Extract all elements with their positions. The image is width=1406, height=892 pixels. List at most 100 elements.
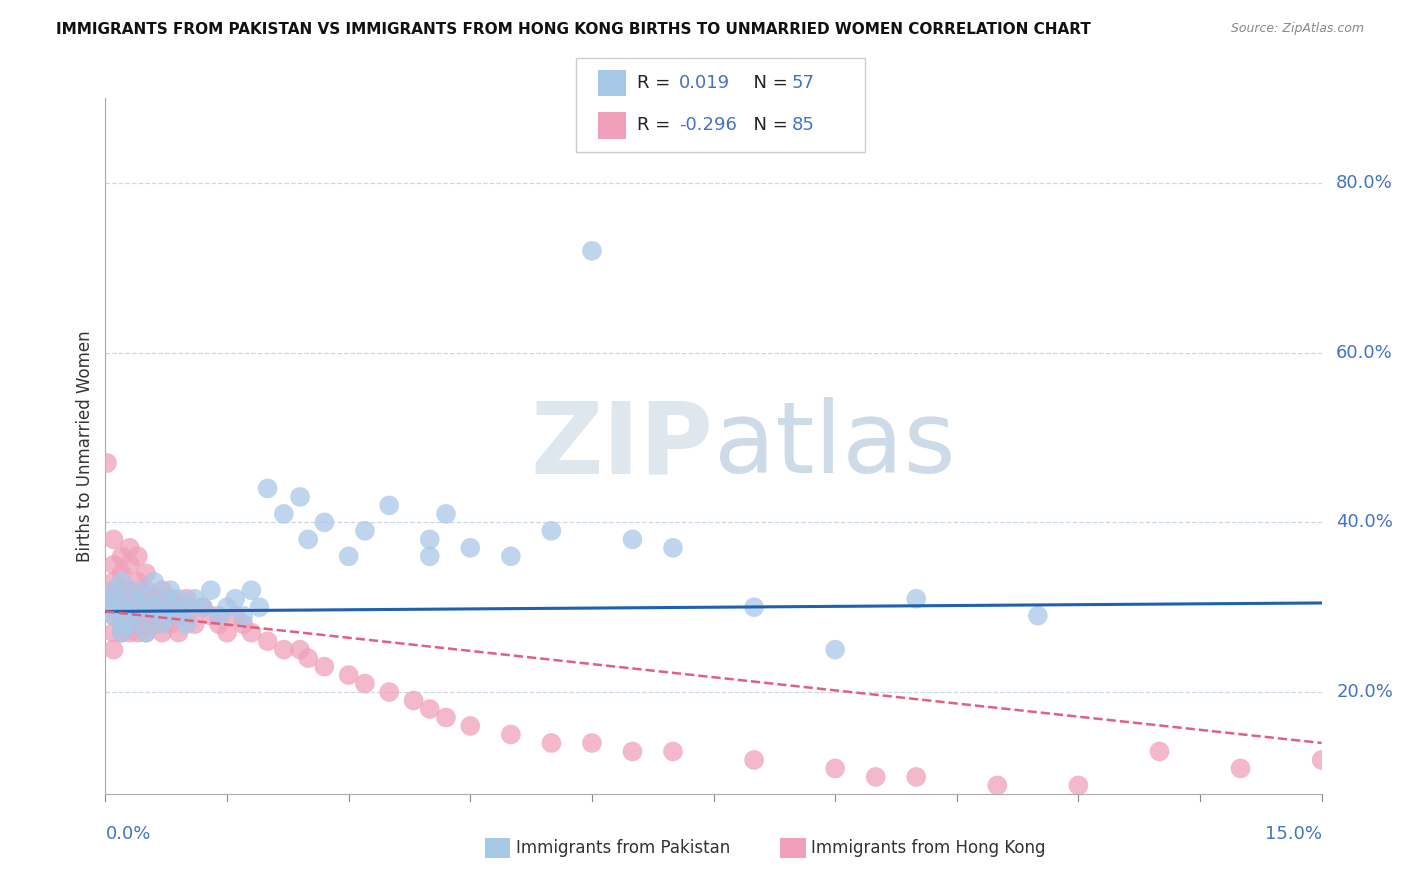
- Text: IMMIGRANTS FROM PAKISTAN VS IMMIGRANTS FROM HONG KONG BIRTHS TO UNMARRIED WOMEN : IMMIGRANTS FROM PAKISTAN VS IMMIGRANTS F…: [56, 22, 1091, 37]
- Point: [297, 651, 319, 665]
- Point: [135, 600, 157, 615]
- Point: [118, 541, 141, 555]
- Point: [127, 583, 149, 598]
- Point: [540, 524, 562, 538]
- Point: [111, 617, 134, 632]
- Text: N =: N =: [742, 74, 794, 92]
- Text: 0.019: 0.019: [679, 74, 730, 92]
- Point: [150, 583, 173, 598]
- Point: [127, 549, 149, 564]
- Point: [167, 608, 190, 623]
- Point: [905, 770, 928, 784]
- Text: 85: 85: [792, 116, 814, 135]
- Point: [118, 625, 141, 640]
- Point: [150, 591, 173, 606]
- Point: [118, 583, 141, 598]
- Point: [176, 608, 198, 623]
- Point: [742, 600, 765, 615]
- Point: [135, 608, 157, 623]
- Point: [337, 668, 360, 682]
- Point: [499, 727, 522, 741]
- Point: [135, 625, 157, 640]
- Text: 57: 57: [792, 74, 814, 92]
- Point: [159, 591, 181, 606]
- Point: [256, 634, 278, 648]
- Text: Immigrants from Hong Kong: Immigrants from Hong Kong: [811, 839, 1046, 857]
- Point: [103, 625, 125, 640]
- Point: [118, 600, 141, 615]
- Point: [103, 600, 125, 615]
- Point: [419, 549, 441, 564]
- Point: [621, 744, 644, 758]
- Point: [499, 549, 522, 564]
- Point: [191, 600, 214, 615]
- Point: [143, 591, 166, 606]
- Point: [540, 736, 562, 750]
- Text: R =: R =: [637, 116, 676, 135]
- Point: [167, 591, 190, 606]
- Point: [419, 702, 441, 716]
- Point: [288, 642, 311, 657]
- Point: [111, 574, 134, 589]
- Point: [232, 617, 254, 632]
- Point: [419, 533, 441, 547]
- Point: [581, 736, 603, 750]
- Point: [1026, 608, 1049, 623]
- Text: 20.0%: 20.0%: [1336, 683, 1393, 701]
- Point: [232, 608, 254, 623]
- Point: [314, 659, 336, 673]
- Point: [111, 617, 134, 632]
- Point: [354, 676, 377, 690]
- Point: [143, 608, 166, 623]
- Point: [103, 558, 125, 572]
- Point: [176, 600, 198, 615]
- Point: [143, 600, 166, 615]
- Point: [249, 600, 271, 615]
- Point: [314, 516, 336, 530]
- Text: Immigrants from Pakistan: Immigrants from Pakistan: [516, 839, 730, 857]
- Point: [111, 625, 134, 640]
- Y-axis label: Births to Unmarried Women: Births to Unmarried Women: [76, 330, 94, 562]
- Point: [824, 642, 846, 657]
- Text: 15.0%: 15.0%: [1264, 825, 1322, 843]
- Point: [208, 608, 231, 623]
- Point: [458, 719, 481, 733]
- Point: [273, 507, 295, 521]
- Point: [905, 591, 928, 606]
- Point: [159, 617, 181, 632]
- Point: [240, 625, 263, 640]
- Point: [176, 591, 198, 606]
- Point: [662, 744, 685, 758]
- Point: [103, 583, 125, 598]
- Point: [434, 710, 457, 724]
- Point: [662, 541, 685, 555]
- Point: [143, 574, 166, 589]
- Point: [1229, 761, 1251, 775]
- Text: ZIP: ZIP: [530, 398, 713, 494]
- Point: [742, 753, 765, 767]
- Point: [135, 566, 157, 581]
- Point: [176, 617, 198, 632]
- Point: [135, 583, 157, 598]
- Point: [865, 770, 887, 784]
- Point: [217, 600, 239, 615]
- Point: [118, 608, 141, 623]
- Point: [402, 693, 425, 707]
- Point: [224, 608, 246, 623]
- Point: [159, 583, 181, 598]
- Point: [118, 608, 141, 623]
- Point: [103, 533, 125, 547]
- Point: [111, 549, 134, 564]
- Point: [103, 591, 125, 606]
- Point: [111, 591, 134, 606]
- Point: [111, 600, 134, 615]
- Point: [127, 617, 149, 632]
- Point: [159, 600, 181, 615]
- Point: [458, 541, 481, 555]
- Text: -0.296: -0.296: [679, 116, 737, 135]
- Point: [111, 583, 134, 598]
- Point: [111, 608, 134, 623]
- Point: [103, 574, 125, 589]
- Point: [297, 533, 319, 547]
- Point: [127, 600, 149, 615]
